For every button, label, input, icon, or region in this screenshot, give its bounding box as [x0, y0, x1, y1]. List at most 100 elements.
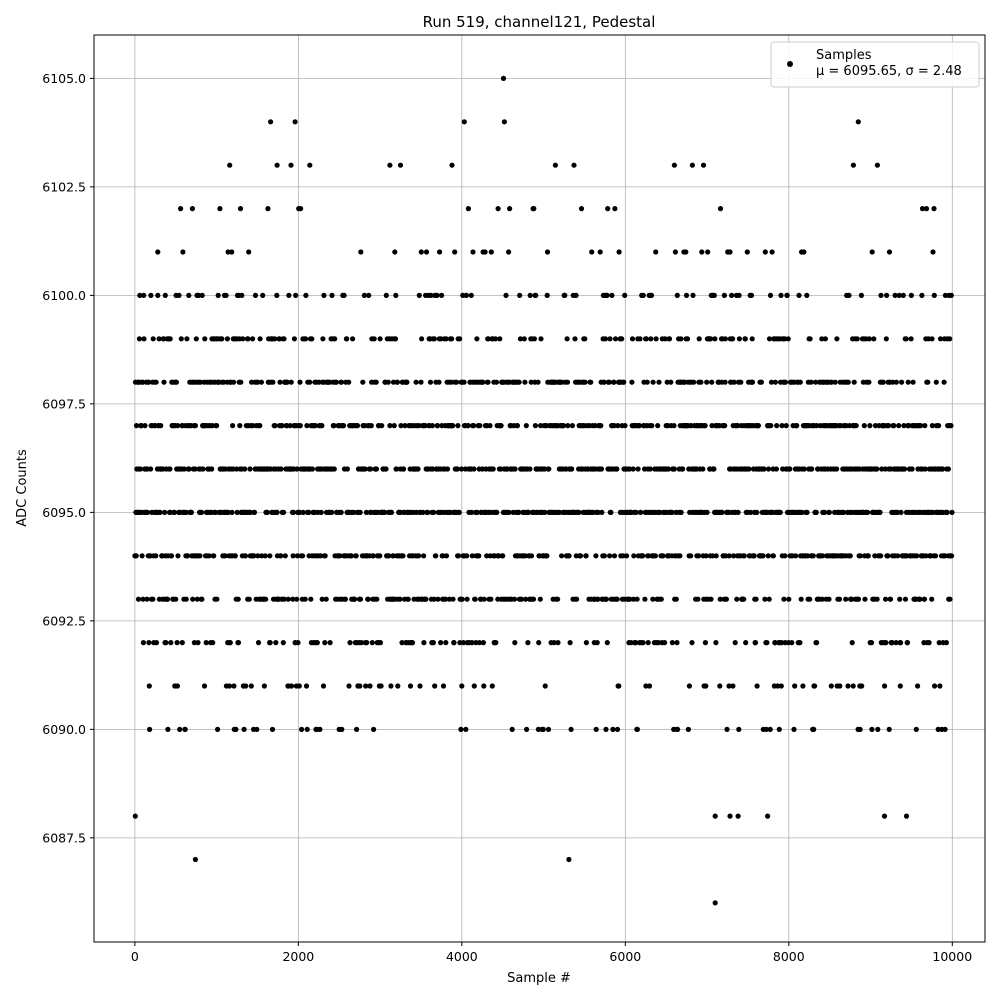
- data-point: [297, 379, 303, 385]
- data-point: [370, 553, 376, 559]
- data-point: [782, 379, 789, 385]
- data-point: [713, 553, 719, 559]
- data-point: [752, 640, 759, 646]
- data-point-outlier: [903, 813, 910, 819]
- data-point: [196, 292, 202, 298]
- data-point: [660, 553, 666, 559]
- data-point: [229, 509, 235, 515]
- data-point: [918, 423, 924, 429]
- data-point: [238, 379, 244, 385]
- data-point: [769, 249, 775, 255]
- data-points: [132, 75, 955, 906]
- data-point: [235, 596, 241, 602]
- data-point: [929, 596, 935, 602]
- data-point: [828, 683, 834, 689]
- data-point-outlier: [397, 162, 404, 168]
- data-point: [599, 509, 605, 515]
- data-point: [893, 379, 900, 385]
- data-point: [736, 336, 743, 342]
- data-point: [677, 553, 683, 559]
- data-point: [443, 640, 449, 646]
- data-point: [603, 726, 609, 733]
- data-point: [192, 466, 198, 472]
- data-point: [630, 596, 637, 602]
- data-point: [801, 249, 807, 255]
- data-point: [199, 509, 205, 515]
- data-point: [157, 509, 163, 515]
- data-point: [899, 379, 905, 385]
- data-point: [136, 336, 142, 342]
- data-point: [421, 553, 427, 559]
- data-point: [602, 336, 609, 342]
- data-point: [176, 292, 182, 298]
- data-point: [472, 596, 478, 602]
- data-point: [703, 683, 709, 689]
- data-point: [765, 466, 772, 472]
- data-point: [814, 640, 820, 646]
- data-point: [668, 379, 674, 385]
- data-point: [528, 379, 534, 385]
- data-point: [922, 423, 928, 429]
- data-point: [464, 553, 470, 559]
- data-point: [862, 596, 868, 602]
- data-point: [434, 292, 440, 298]
- data-point: [749, 379, 756, 385]
- data-point: [883, 640, 889, 646]
- data-point: [527, 292, 533, 298]
- data-point: [421, 640, 427, 646]
- data-point: [690, 292, 696, 298]
- data-point: [578, 206, 585, 212]
- data-point: [766, 336, 773, 342]
- data-point: [762, 596, 768, 602]
- data-point: [784, 292, 790, 298]
- data-point: [601, 379, 607, 385]
- data-point: [814, 423, 820, 429]
- data-point: [868, 640, 875, 646]
- data-point: [337, 553, 343, 559]
- data-point: [645, 553, 652, 559]
- data-point: [700, 466, 706, 472]
- data-point: [163, 640, 169, 646]
- data-point: [248, 509, 254, 515]
- data-point: [190, 596, 196, 602]
- data-point-outlier: [500, 75, 507, 81]
- data-point: [512, 466, 518, 472]
- data-point: [642, 596, 648, 602]
- data-point: [895, 553, 901, 559]
- data-point: [409, 640, 416, 646]
- plot-frame: [93, 34, 986, 943]
- data-point: [267, 553, 273, 559]
- data-point: [231, 683, 237, 689]
- data-point: [222, 553, 228, 559]
- data-point: [479, 466, 485, 472]
- data-point: [174, 640, 180, 646]
- data-point: [535, 726, 542, 733]
- x-tick-label: 8000: [773, 949, 805, 964]
- y-tick-label: 6100.0: [42, 288, 86, 303]
- data-point: [669, 640, 676, 646]
- data-point: [919, 206, 926, 212]
- data-point: [167, 466, 173, 472]
- data-point: [329, 509, 335, 515]
- data-point: [181, 466, 187, 472]
- data-point: [819, 336, 825, 342]
- data-point: [763, 726, 769, 733]
- data-point: [135, 596, 142, 602]
- data-point: [146, 640, 152, 646]
- data-point: [671, 466, 678, 472]
- data-point: [813, 509, 819, 515]
- data-point: [344, 336, 350, 342]
- data-point: [770, 553, 777, 559]
- data-point: [459, 596, 465, 602]
- data-point: [874, 596, 880, 602]
- data-point: [392, 336, 399, 342]
- data-point: [377, 553, 383, 559]
- data-point: [407, 683, 414, 689]
- data-point: [741, 596, 747, 602]
- data-point: [644, 379, 650, 385]
- data-point: [150, 596, 156, 602]
- data-point: [290, 596, 296, 602]
- x-axis-label: Sample #: [507, 971, 571, 986]
- data-point: [392, 249, 398, 255]
- data-point: [846, 292, 852, 298]
